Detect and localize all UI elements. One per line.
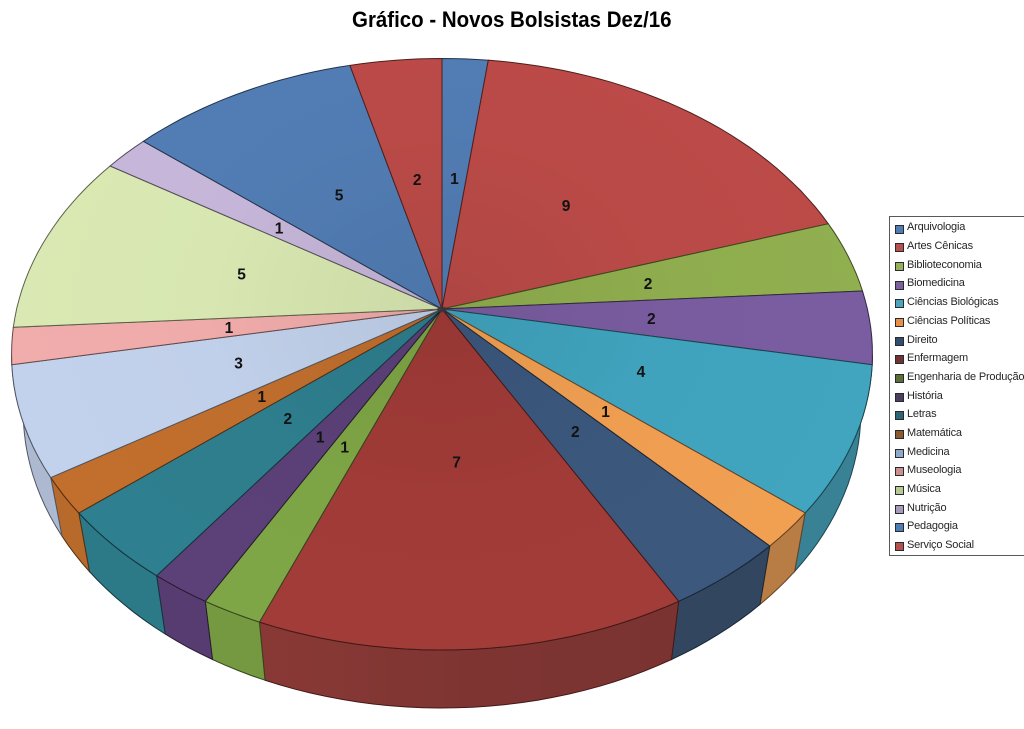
svg-text:2: 2	[283, 411, 292, 428]
svg-text:1: 1	[257, 389, 266, 406]
svg-text:1: 1	[340, 439, 349, 456]
svg-text:2: 2	[571, 424, 580, 441]
svg-text:7: 7	[452, 455, 461, 472]
svg-text:5: 5	[237, 267, 246, 284]
svg-text:1: 1	[225, 320, 234, 337]
svg-text:1: 1	[275, 221, 284, 238]
svg-text:1: 1	[450, 171, 459, 188]
svg-text:3: 3	[234, 356, 243, 373]
svg-text:2: 2	[647, 311, 656, 328]
svg-text:5: 5	[335, 188, 344, 205]
svg-text:9: 9	[562, 198, 571, 215]
svg-text:2: 2	[644, 276, 653, 293]
svg-text:4: 4	[637, 364, 646, 381]
svg-text:1: 1	[601, 404, 610, 421]
svg-text:1: 1	[316, 430, 325, 447]
svg-text:2: 2	[413, 172, 422, 189]
